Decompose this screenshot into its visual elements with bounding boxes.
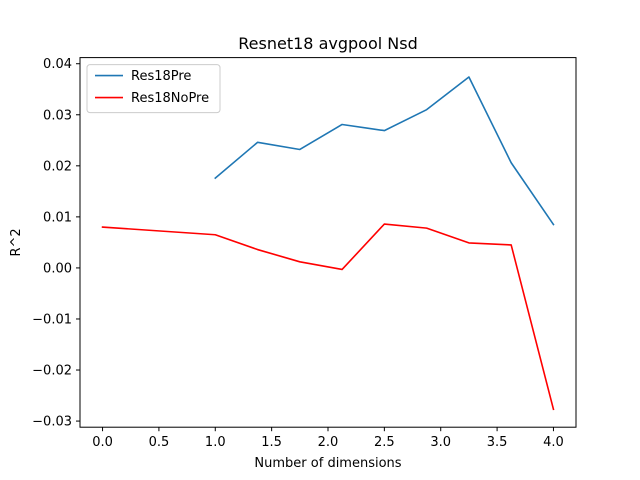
y-tick-label: −0.01 — [32, 312, 72, 327]
x-tick-label: 0.5 — [149, 435, 170, 450]
y-axis-label: R^2 — [9, 228, 24, 256]
y-tick-label: 0.00 — [43, 261, 72, 276]
legend: Res18Pre Res18NoPre — [86, 64, 221, 114]
y-tick-label: 0.04 — [43, 57, 72, 72]
legend-box — [86, 64, 221, 114]
x-tick-label: 0.0 — [92, 435, 113, 450]
chart-title: Resnet18 avgpool Nsd — [238, 34, 417, 53]
y-tick-label: 0.02 — [43, 159, 72, 174]
legend-label: Res18NoPre — [131, 91, 209, 106]
series-line-0 — [214, 76, 555, 226]
x-tick-label: 2.0 — [318, 435, 339, 450]
x-tick-label: 3.5 — [487, 435, 508, 450]
x-tick-label: 1.5 — [261, 435, 282, 450]
x-tick-label: 1.0 — [205, 435, 226, 450]
y-tick-label: −0.03 — [32, 415, 72, 430]
legend-label: Res18Pre — [131, 69, 191, 84]
y-tick-label: −0.02 — [32, 364, 72, 379]
x-tick-label: 4.0 — [543, 435, 564, 450]
series-layer — [101, 76, 555, 411]
ticks-layer: 0.0 0.5 1.0 1.5 2.0 2.5 3.0 3.5 4.0 −0.03 −0.02 −0.… — [32, 57, 564, 450]
x-tick-label: 2.5 — [374, 435, 395, 450]
y-tick-label: 0.01 — [43, 210, 72, 225]
series-line-1 — [101, 223, 555, 411]
x-axis-label: Number of dimensions — [254, 456, 401, 471]
x-tick-label: 3.0 — [430, 435, 451, 450]
y-tick-label: 0.03 — [43, 108, 72, 123]
